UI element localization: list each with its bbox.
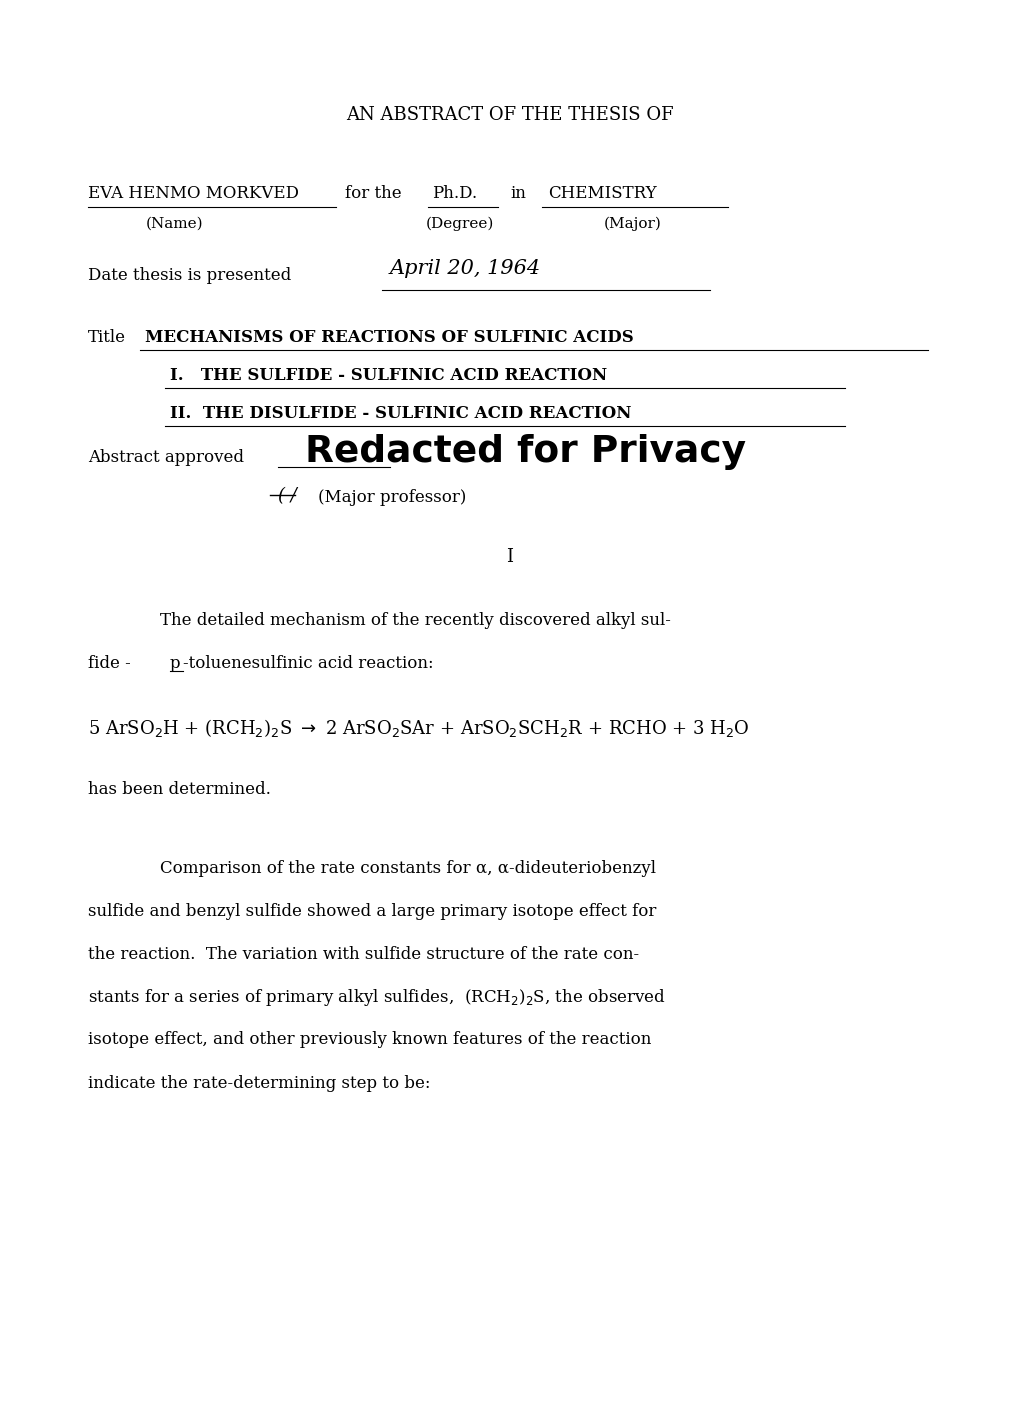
Text: AN ABSTRACT OF THE THESIS OF: AN ABSTRACT OF THE THESIS OF xyxy=(345,106,674,125)
Text: EVA HENMO MORKVED: EVA HENMO MORKVED xyxy=(88,185,299,202)
Text: isotope effect, and other previously known features of the reaction: isotope effect, and other previously kno… xyxy=(88,1031,651,1048)
Text: Ph.D.: Ph.D. xyxy=(432,185,477,202)
Text: (Major): (Major) xyxy=(603,217,661,231)
Text: in: in xyxy=(510,185,526,202)
Text: (Degree): (Degree) xyxy=(425,217,493,231)
Text: Date thesis is presented: Date thesis is presented xyxy=(88,268,291,284)
Text: the reaction.  The variation with sulfide structure of the rate con-: the reaction. The variation with sulfide… xyxy=(88,946,639,962)
Text: CHEMISTRY: CHEMISTRY xyxy=(547,185,656,202)
Text: for the: for the xyxy=(344,185,401,202)
Text: I.   THE SULFIDE - SULFINIC ACID REACTION: I. THE SULFIDE - SULFINIC ACID REACTION xyxy=(170,367,606,384)
Text: (Name): (Name) xyxy=(146,217,204,231)
Text: stants for a series of primary alkyl sulfides,  (RCH$_2$)$_2$S, the observed: stants for a series of primary alkyl sul… xyxy=(88,986,665,1007)
Text: p: p xyxy=(170,654,180,671)
Text: fide -: fide - xyxy=(88,654,136,671)
Text: (Major professor): (Major professor) xyxy=(318,489,466,506)
Text: MECHANISMS OF REACTIONS OF SULFINIC ACIDS: MECHANISMS OF REACTIONS OF SULFINIC ACID… xyxy=(145,328,633,346)
Text: sulfide and benzyl sulfide showed a large primary isotope effect for: sulfide and benzyl sulfide showed a larg… xyxy=(88,902,656,919)
Text: has been determined.: has been determined. xyxy=(88,782,271,799)
Text: II.  THE DISULFIDE - SULFINIC ACID REACTION: II. THE DISULFIDE - SULFINIC ACID REACTI… xyxy=(170,405,631,422)
Text: Abstract approved: Abstract approved xyxy=(88,448,244,465)
Text: Redacted for Privacy: Redacted for Privacy xyxy=(305,434,745,469)
Text: Comparison of the rate constants for α, α-dideuteriobenzyl: Comparison of the rate constants for α, … xyxy=(160,859,655,877)
Text: 5 ArSO$_2$H + (RCH$_2$)$_2$S $\rightarrow$ 2 ArSO$_2$SAr + ArSO$_2$SCH$_2$R + RC: 5 ArSO$_2$H + (RCH$_2$)$_2$S $\rightarro… xyxy=(88,717,749,738)
Text: I: I xyxy=(506,548,513,566)
Text: -toluenesulfinic acid reaction:: -toluenesulfinic acid reaction: xyxy=(182,654,433,671)
Text: indicate the rate-determining step to be:: indicate the rate-determining step to be… xyxy=(88,1075,430,1091)
Text: April 20, 1964: April 20, 1964 xyxy=(389,259,541,279)
Text: ( /: ( / xyxy=(278,488,297,504)
Text: The detailed mechanism of the recently discovered alkyl sul-: The detailed mechanism of the recently d… xyxy=(160,611,671,629)
Text: Title: Title xyxy=(88,328,126,346)
